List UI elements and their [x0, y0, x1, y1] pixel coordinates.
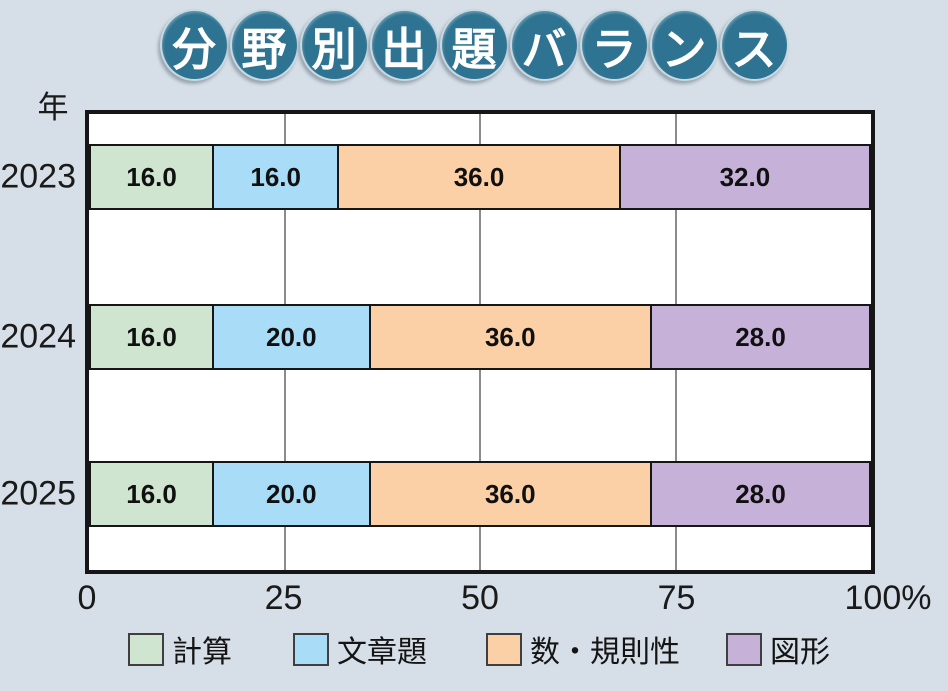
bar-segment: 36.0 [370, 461, 653, 527]
legend-swatch [486, 632, 522, 666]
title-circle-char: 題 [439, 9, 509, 81]
x-axis-tick: 50 [461, 579, 499, 617]
bar-segment: 16.0 [89, 304, 215, 370]
bar-segment: 16.0 [89, 461, 215, 527]
bar-row-2023: 16.0 16.0 36.0 32.0 [89, 144, 871, 210]
legend-item: 図形 [726, 630, 830, 669]
legend-label: 計算 [172, 636, 232, 669]
bar-segment: 20.0 [214, 461, 371, 527]
legend-label: 文章題 [337, 636, 427, 669]
legend-swatch [128, 632, 164, 666]
year-label: 2023 [0, 157, 76, 196]
title-circle-char: ス [719, 9, 789, 81]
segment-value-label: 16.0 [250, 161, 301, 192]
legend-item: 文章題 [293, 630, 427, 669]
segment-value-label: 16.0 [126, 478, 177, 509]
legend-swatch [293, 632, 329, 666]
year-label: 2024 [0, 317, 76, 356]
title-circle-char: 別 [299, 9, 369, 81]
bar-segment: 20.0 [214, 304, 371, 370]
legend-item: 計算 [128, 630, 232, 669]
legend-label: 図形 [770, 636, 830, 669]
segment-value-label: 16.0 [126, 321, 177, 352]
title-circle-char: 分 [159, 9, 229, 81]
y-axis-title: 年 [37, 90, 69, 125]
title-circle-char: バ [509, 9, 579, 81]
title-circle-char: ン [649, 9, 719, 81]
bar-row-2025: 16.0 20.0 36.0 28.0 [89, 461, 871, 527]
x-axis-tick: 100% [844, 579, 932, 617]
bar-segment: 28.0 [652, 304, 871, 370]
segment-value-label: 32.0 [719, 161, 771, 192]
segment-value-label: 36.0 [453, 161, 505, 192]
title-circle-char: ラ [579, 9, 649, 81]
segment-value-label: 36.0 [484, 321, 536, 352]
segment-value-label: 16.0 [126, 161, 177, 192]
segment-value-label: 28.0 [735, 321, 786, 352]
segment-value-label: 36.0 [484, 478, 536, 509]
legend-item: 数・規則性 [486, 630, 680, 669]
bar-row-2024: 16.0 20.0 36.0 28.0 [89, 304, 871, 370]
bar-segment: 16.0 [89, 144, 215, 210]
chart-title: 分野別出題バランス [0, 9, 948, 81]
title-circle-char: 出 [369, 9, 439, 81]
segment-value-label: 20.0 [266, 478, 317, 509]
year-label: 2025 [0, 474, 76, 513]
bar-segment: 36.0 [370, 304, 653, 370]
x-axis-tick: 0 [77, 579, 97, 617]
legend-label: 数・規則性 [530, 636, 680, 669]
bar-segment: 28.0 [652, 461, 871, 527]
legend-swatch [726, 632, 762, 666]
x-axis-tick: 25 [264, 579, 303, 617]
title-circle-char: 野 [229, 9, 299, 81]
plot-area: 16.0 16.0 36.0 32.0 16.0 20.0 36.0 28.0 16.0 20.0… [85, 110, 875, 574]
segment-value-label: 20.0 [266, 321, 317, 352]
bar-segment: 16.0 [214, 144, 340, 210]
bar-segment: 32.0 [620, 144, 871, 210]
segment-value-label: 28.0 [735, 478, 786, 509]
x-axis-tick: 75 [657, 579, 696, 617]
bar-segment: 36.0 [339, 144, 621, 210]
